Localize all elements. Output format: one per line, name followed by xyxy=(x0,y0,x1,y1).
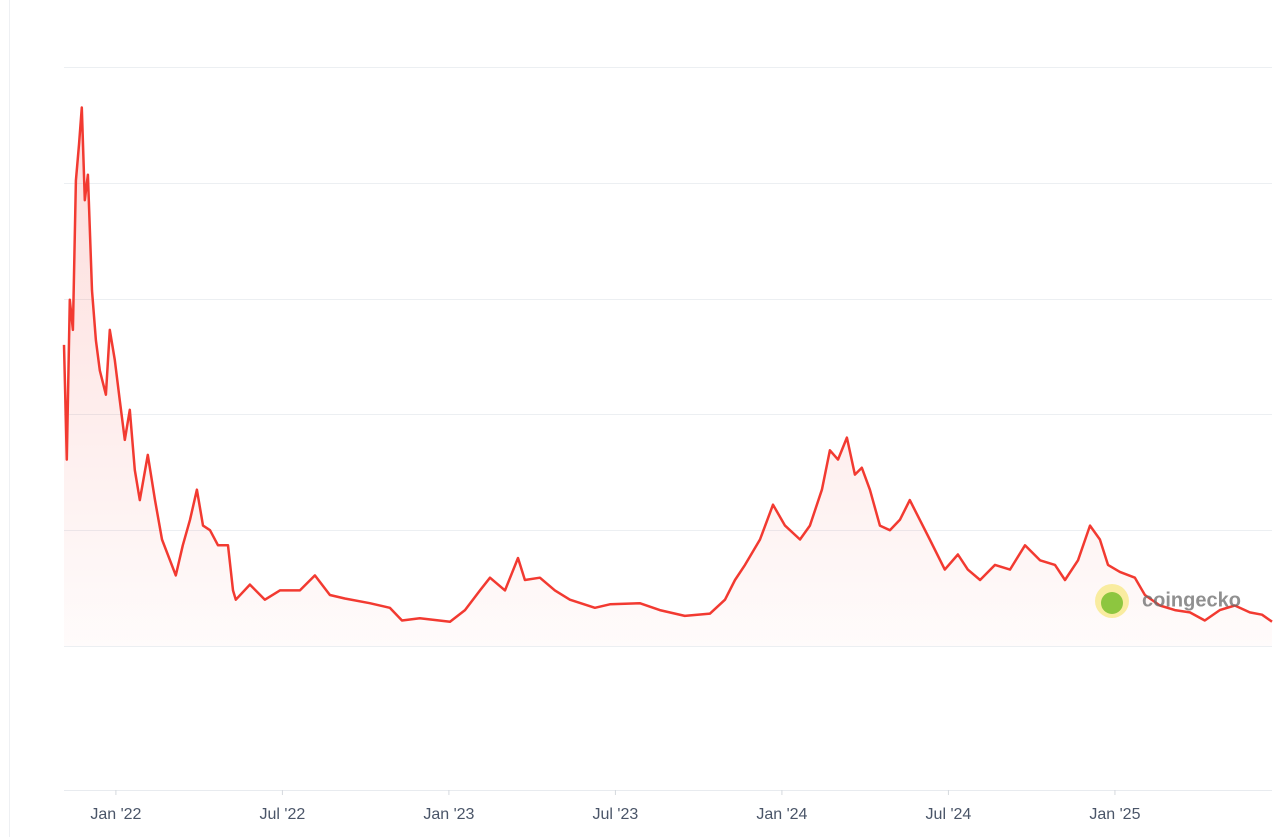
watermark-text: coingecko xyxy=(1142,589,1241,611)
watermark-logo xyxy=(1101,592,1123,614)
watermark: coingecko xyxy=(1095,584,1241,618)
x-tick-label: Jan '23 xyxy=(423,806,474,823)
price-line xyxy=(62,106,1273,623)
x-tick-label: Jul '22 xyxy=(260,806,306,823)
x-tick-label: Jul '23 xyxy=(593,806,639,823)
x-tick-label: Jan '24 xyxy=(756,806,807,823)
x-tick-label: Jan '22 xyxy=(90,806,141,823)
area xyxy=(64,107,1272,646)
x-tick-label: Jul '24 xyxy=(926,806,972,823)
x-tick-label: Jan '25 xyxy=(1089,806,1140,823)
